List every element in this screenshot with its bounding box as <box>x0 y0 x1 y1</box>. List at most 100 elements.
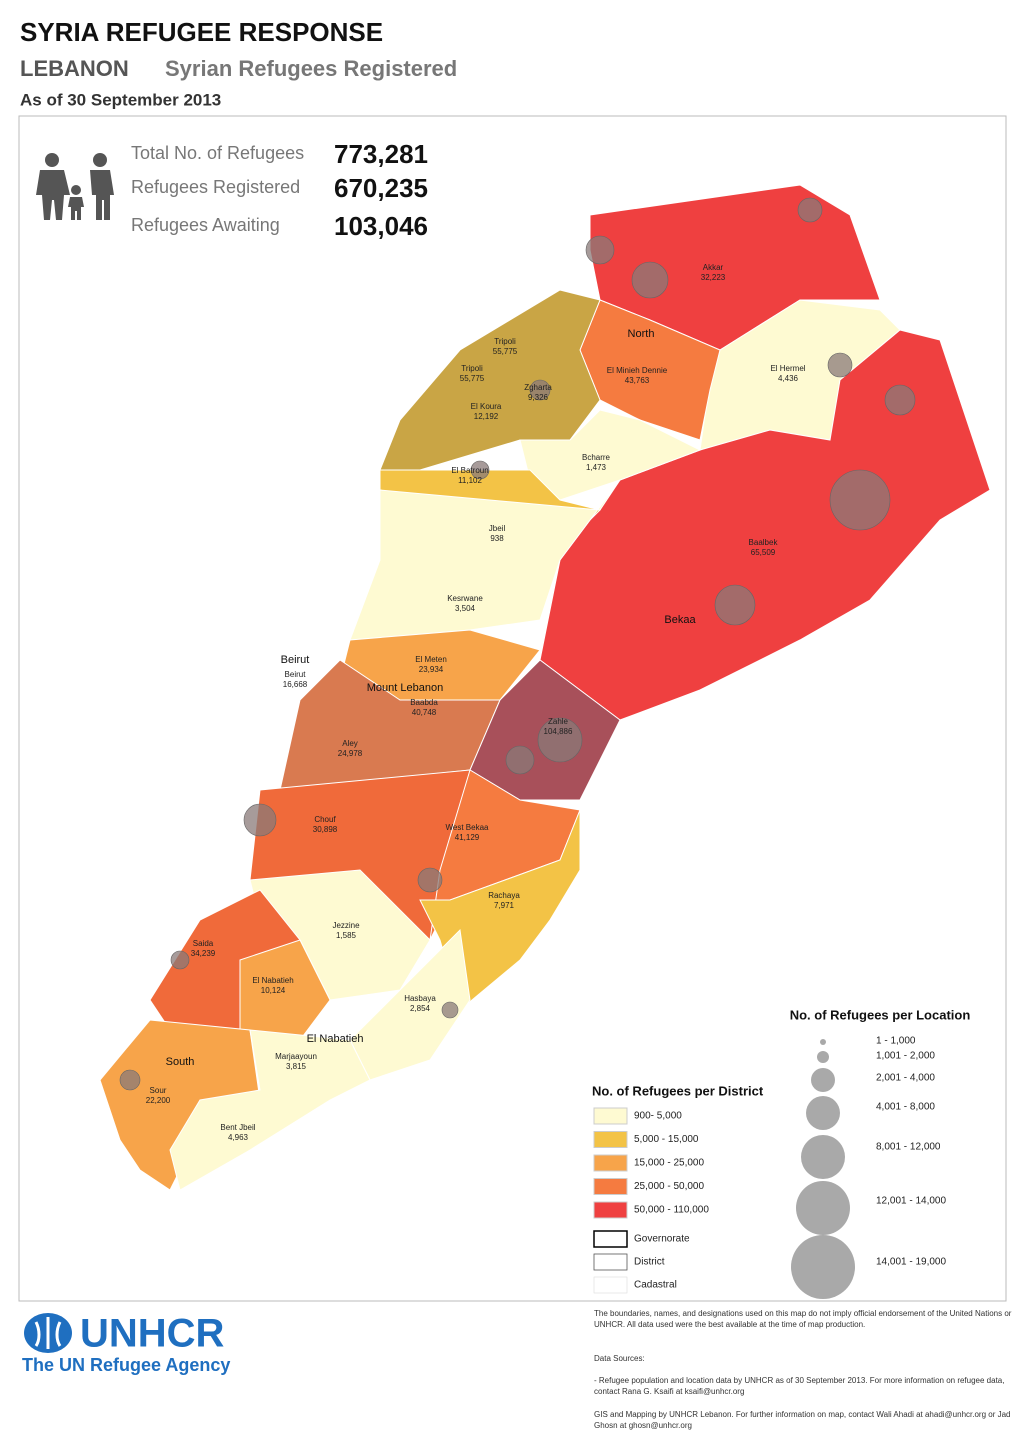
legend-label: 50,000 - 110,000 <box>634 1205 709 1216</box>
size-label: 12,001 - 14,000 <box>876 1196 946 1207</box>
district-name: El Batroun <box>451 466 488 475</box>
date: As of 30 September 2013 <box>20 90 221 109</box>
summary-value: 103,046 <box>334 211 428 241</box>
sources: - Refugee population and location data b… <box>594 1376 1005 1396</box>
district-value: 3,815 <box>286 1062 307 1071</box>
district-name: Tripoli <box>461 364 483 373</box>
district-value: 938 <box>490 534 504 543</box>
district-name: Jbeil <box>489 524 506 533</box>
district-name: Sour <box>150 1086 167 1095</box>
district-value: 22,200 <box>146 1096 171 1105</box>
legend-label: 900- 5,000 <box>634 1111 682 1122</box>
logo-name: UNHCR <box>80 1312 225 1356</box>
district-value: 55,775 <box>493 347 518 356</box>
district-value: 12,192 <box>474 412 499 421</box>
district-name: Saida <box>193 939 214 948</box>
boundary-swatch <box>593 1230 628 1248</box>
district-name: Bcharre <box>582 453 611 462</box>
size-swatch <box>791 1235 855 1299</box>
district-value: 55,775 <box>460 374 485 383</box>
size-swatch <box>801 1135 845 1179</box>
district-name: Aley <box>342 739 358 748</box>
district-name: Bent Jbeil <box>220 1123 255 1132</box>
district-name: Jezzine <box>332 921 360 930</box>
district-value: 32,223 <box>701 273 726 282</box>
logo-tagline: The UN Refugee Agency <box>22 1355 230 1375</box>
district-value: 34,239 <box>191 949 216 958</box>
district-value: 7,971 <box>494 901 515 910</box>
governorate-label: Bekaa <box>664 614 696 626</box>
district-value: 2,854 <box>410 1004 431 1013</box>
summary-label: Refugees Awaiting <box>131 215 280 235</box>
size-swatch <box>820 1039 826 1045</box>
location-circles <box>119 197 916 1091</box>
legend-label: 25,000 - 50,000 <box>634 1181 704 1192</box>
district-name: Zahle <box>548 717 569 726</box>
district-value: 40,748 <box>412 708 437 717</box>
district-value: 10,124 <box>261 986 286 995</box>
disclaimer: The boundaries, names, and designations … <box>594 1309 1012 1329</box>
summary-value: 773,281 <box>334 139 428 169</box>
district-name: Tripoli <box>494 337 516 346</box>
boundary-label: Governorate <box>634 1234 690 1245</box>
district-name: Kesrwane <box>447 594 483 603</box>
district-value: 104,886 <box>544 727 573 736</box>
summary-label: Total No. of Refugees <box>131 143 304 163</box>
size-label: 2,001 - 4,000 <box>876 1073 935 1084</box>
district-value: 1,585 <box>336 931 357 940</box>
district-value: 23,934 <box>419 665 444 674</box>
governorate-label: South <box>166 1056 195 1068</box>
district-value: 4,436 <box>778 374 799 383</box>
subtitle: Syrian Refugees Registered <box>165 56 457 81</box>
legend-label: 15,000 - 25,000 <box>634 1158 704 1169</box>
district-value: 1,473 <box>586 463 607 472</box>
district-name: El Nabatieh <box>252 976 293 985</box>
governorate-label: North <box>628 328 655 340</box>
district-name: El Hermel <box>770 364 805 373</box>
district-name: Chouf <box>314 815 336 824</box>
location-legend-title: No. of Refugees per Location <box>790 1007 971 1022</box>
district-legend-title: No. of Refugees per District <box>592 1083 764 1098</box>
district-name: West Bekaa <box>446 823 490 832</box>
district-name: Baalbek <box>749 538 779 547</box>
district-value: 3,504 <box>455 604 476 613</box>
size-label: 4,001 - 8,000 <box>876 1102 935 1113</box>
size-swatch <box>796 1181 850 1235</box>
boundary-label: Cadastral <box>634 1280 677 1291</box>
district-name: Zgharta <box>524 383 552 392</box>
frame <box>18 115 1007 1302</box>
credits: GIS and Mapping by UNHCR Lebanon. For fu… <box>594 1410 1011 1430</box>
district-value: 11,102 <box>458 476 482 485</box>
district-value: 41,129 <box>455 833 480 842</box>
governorate-label: Beirut <box>281 654 310 666</box>
size-label: 14,001 - 19,000 <box>876 1257 946 1268</box>
legend-swatch <box>593 1201 628 1219</box>
district-value: 16,668 <box>283 680 308 689</box>
district-value: 9,326 <box>528 393 549 402</box>
legend: 900- 5,000 5,000 - 15,000 15,000 - 25,000 2… <box>593 1036 946 1299</box>
size-swatch <box>811 1068 835 1092</box>
district-name: El Meten <box>415 655 447 664</box>
legend-swatch <box>593 1131 628 1148</box>
title: SYRIA REFUGEE RESPONSE <box>20 17 383 47</box>
district-value: 30,898 <box>313 825 338 834</box>
district-name: El Minieh Dennie <box>607 366 668 375</box>
family-icon <box>36 153 114 220</box>
summary-label: Refugees Registered <box>131 177 300 197</box>
district-name: Rachaya <box>488 891 520 900</box>
governorate-label: El Nabatieh <box>307 1033 364 1045</box>
map-labels: North Bekaa Beirut Mount Lebanon El Nabatieh… <box>146 263 806 1142</box>
district-name: Marjaayoun <box>275 1052 317 1061</box>
district-name: Beirut <box>285 670 307 679</box>
boundary-swatch <box>593 1276 628 1294</box>
district-value: 43,763 <box>625 376 650 385</box>
district-name: Baabda <box>410 698 438 707</box>
legend-swatch <box>593 1154 628 1172</box>
district-value: 65,509 <box>751 548 776 557</box>
sources-title: Data Sources: <box>594 1354 645 1363</box>
district-value: 4,963 <box>228 1133 249 1142</box>
boundary-swatch <box>593 1253 628 1271</box>
district-name: Hasbaya <box>404 994 436 1003</box>
country: LEBANON <box>20 56 129 81</box>
